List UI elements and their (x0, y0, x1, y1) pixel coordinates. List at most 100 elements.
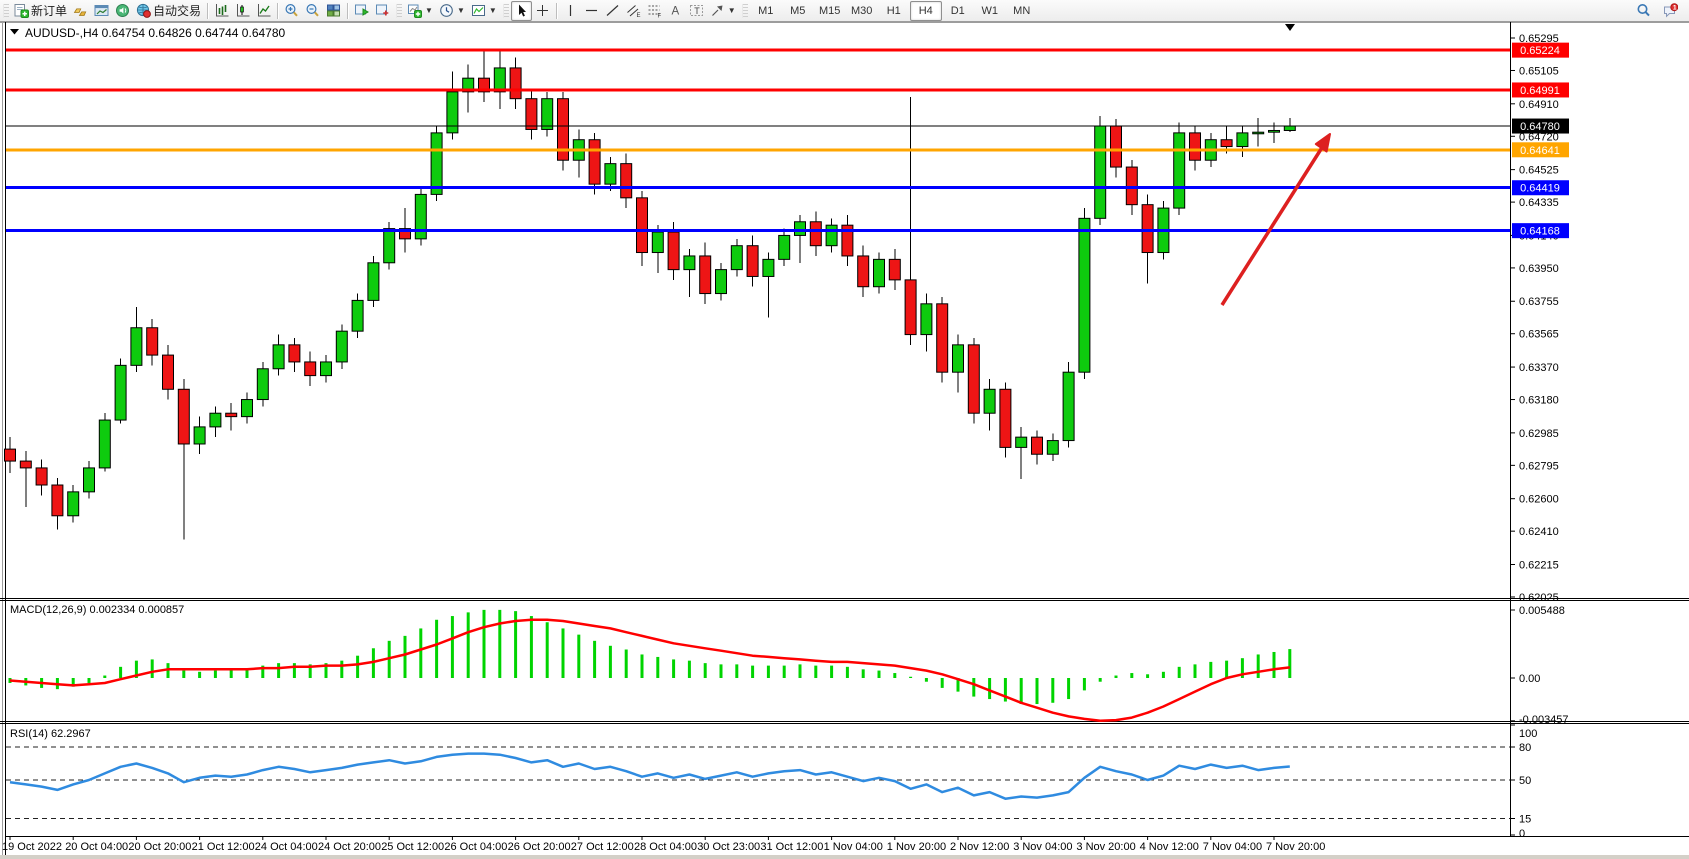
candle-body (4, 448, 16, 462)
symbol-collapse-icon[interactable] (10, 29, 19, 35)
rsi-tick-label: 15 (1519, 814, 1531, 826)
price-tick-label: 0.64910 (1519, 99, 1559, 111)
crosshair-button[interactable] (532, 1, 553, 21)
price-tag-label: 0.64991 (1520, 85, 1560, 97)
candle-body (209, 412, 222, 428)
macd-label: MACD(12,26,9) 0.002334 0.000857 (10, 604, 184, 616)
cursor-button[interactable] (510, 0, 532, 21)
candle-body (809, 221, 822, 247)
candle-body (146, 327, 159, 356)
macd-tick-label: -0.003457 (1519, 714, 1569, 726)
timeframe-button-m30[interactable]: M30 (851, 4, 873, 17)
timeframe-button-h1[interactable]: H1 (886, 4, 901, 17)
price-tag (1512, 42, 1569, 58)
toolbar-drag-handle[interactable] (3, 3, 9, 18)
trend-arrow[interactable] (1220, 145, 1325, 306)
toolbar-separator (277, 2, 279, 19)
channel-button[interactable]: E (623, 1, 644, 21)
rsi-tick-label: 80 (1519, 742, 1531, 754)
zoom-in-button[interactable] (281, 1, 302, 21)
fibonacci-button[interactable]: F (644, 1, 665, 21)
candle-body (920, 303, 933, 336)
candle-body (1283, 125, 1296, 131)
toolbar-drag-handle[interactable] (741, 3, 748, 18)
timeframe-button-h4[interactable]: H4 (909, 0, 942, 21)
chevron-down-icon[interactable]: ▼ (425, 6, 433, 15)
label-button[interactable]: T (686, 1, 707, 21)
price-tick-label: 0.62985 (1519, 428, 1559, 440)
candle-body (446, 91, 459, 134)
shapes-icon (711, 5, 723, 16)
toolbar-drag-handle[interactable] (502, 3, 509, 18)
horizontal-line-button[interactable] (581, 1, 602, 21)
trend-arrow-head[interactable] (1314, 133, 1331, 153)
timeframe-button-m5[interactable]: M5 (790, 4, 806, 17)
timeframe-button-w1[interactable]: W1 (981, 4, 998, 17)
candle-body (557, 98, 569, 161)
channel-icon: E (626, 5, 640, 18)
timeframe-button-m1[interactable]: M1 (758, 4, 774, 17)
chevron-down-icon[interactable]: ▼ (727, 6, 736, 15)
candlestick-chart-button[interactable] (232, 1, 253, 21)
timeframe-button-m15[interactable]: M15 (819, 4, 841, 17)
price-tag (1512, 82, 1569, 98)
vertical-line-button[interactable] (560, 1, 581, 21)
candle-body (794, 221, 806, 236)
gold-bars-button[interactable] (70, 1, 91, 21)
timeframe-button-mn[interactable]: MN (1013, 4, 1031, 17)
gold-bars-icon (73, 8, 87, 16)
candle-body (952, 344, 964, 373)
svg-text:E: E (636, 13, 640, 18)
new-order-button[interactable]: 新订单 (11, 1, 70, 21)
time-tick-label: 1 Nov 20:00 (887, 841, 946, 853)
svg-text:1: 1 (1673, 5, 1677, 12)
candle-body (746, 245, 759, 277)
toolbar-drag-handle[interactable] (396, 3, 403, 18)
rsi-tick-label: 0 (1519, 828, 1525, 840)
line-chart-button[interactable] (253, 1, 274, 21)
time-tick-label: 28 Oct 04:00 (634, 841, 697, 853)
bar-chart-icon (216, 4, 229, 17)
price-tick-label: 0.64335 (1519, 197, 1559, 209)
symbol-title: AUDUSD-,H4 0.64754 0.64826 0.64744 0.647… (25, 26, 286, 40)
price-tick-label: 0.63950 (1519, 263, 1559, 275)
zoom-out-button[interactable] (302, 1, 323, 21)
candle-body (335, 330, 348, 363)
market-watch-button[interactable] (91, 1, 112, 21)
candle-body (98, 419, 111, 469)
rsi-tick-label: 50 (1519, 775, 1531, 787)
candle-body (873, 258, 885, 288)
chart-shift-marker[interactable] (1285, 24, 1295, 31)
notifications-button[interactable]: 1 (1660, 1, 1681, 21)
new-chart-button[interactable]: ▼ (404, 1, 436, 21)
price-tick-label: 0.64720 (1519, 131, 1559, 143)
candle-body (999, 388, 1012, 448)
search-button[interactable] (1633, 1, 1654, 21)
candle-body (715, 269, 727, 295)
sound-button[interactable] (112, 1, 133, 21)
arrange-charts-button[interactable] (351, 1, 372, 21)
price-tick-label: 0.62795 (1519, 460, 1559, 472)
tile-windows-button[interactable] (323, 1, 344, 21)
price-tag-label: 0.65224 (1520, 45, 1560, 57)
indicators-icon (471, 5, 485, 16)
bar-chart-button[interactable] (211, 1, 232, 21)
autotrading-button[interactable]: 自动交易 (133, 1, 204, 21)
shapes-button[interactable]: ▼ (707, 1, 739, 21)
chevron-down-icon[interactable]: ▼ (456, 6, 465, 15)
candle-body (825, 224, 838, 247)
periods-button[interactable]: ▼ (436, 1, 468, 21)
timeframe-button-d1[interactable]: D1 (950, 4, 965, 17)
arrange-charts-alt-button[interactable] (372, 1, 393, 21)
candle-body (541, 98, 554, 130)
trendline-button[interactable] (602, 1, 623, 21)
indicators-button[interactable]: ▼ (468, 1, 500, 21)
price-tick-label: 0.65295 (1519, 33, 1559, 45)
rsi-line (9, 752, 1290, 800)
candle-body (19, 460, 32, 469)
chevron-down-icon[interactable]: ▼ (488, 6, 497, 15)
text-button[interactable]: A (665, 1, 686, 21)
candle-body (162, 354, 174, 390)
candle-body (1094, 125, 1107, 219)
